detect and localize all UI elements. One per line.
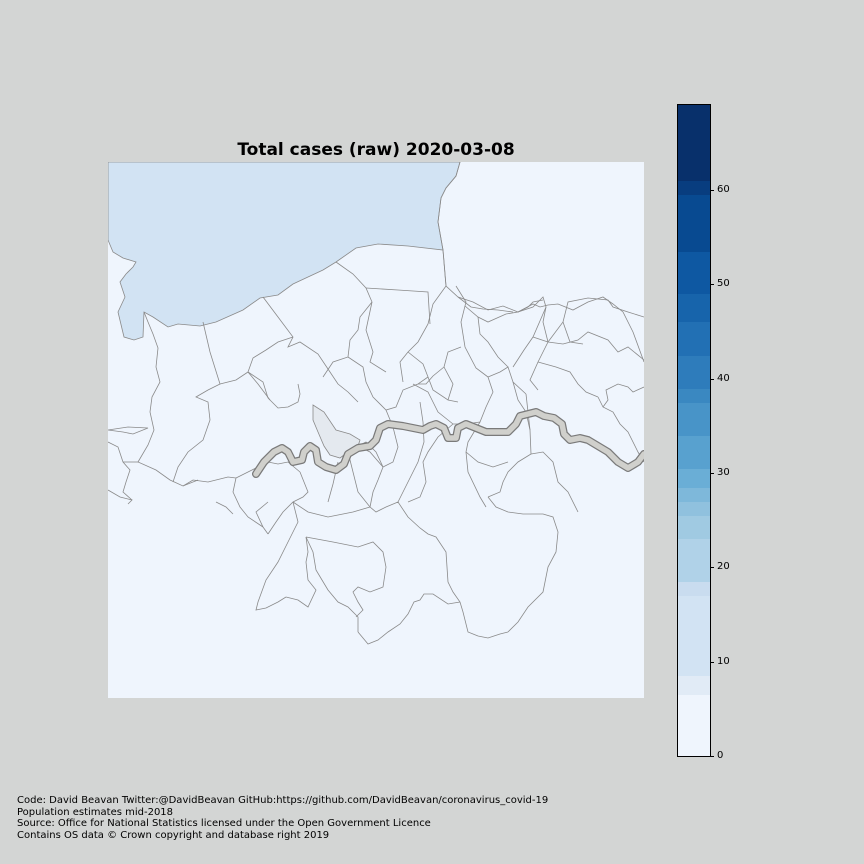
colorbar-segment [678,402,710,436]
colorbar-segment [678,105,710,144]
colorbar-segment [678,194,710,252]
river-thames [252,408,644,478]
map-title: Total cases (raw) 2020-03-08 [237,140,515,160]
colorbar-tick [710,189,714,191]
colorbar-segment [678,487,710,502]
colorbar-tick [710,378,714,380]
colorbar-segment [678,293,710,323]
borough-boundaries [108,249,644,645]
region-north-highlighted [108,162,461,341]
colorbar-tick-label: 0 [717,750,724,761]
footer-credits: Code: David Beavan Twitter:@DavidBeavan … [17,795,548,841]
map-canvas [108,162,644,645]
colorbar-segment [678,595,710,677]
colorbar-segment [678,251,710,295]
colorbar-tick [710,472,714,474]
colorbar-segment [678,694,710,756]
colorbar-segment [678,322,710,356]
colorbar-tick [710,284,714,286]
colorbar-segment [678,355,710,389]
colorbar-segment [678,581,710,597]
colorbar: 0 10 20 30 40 50 60 [677,104,737,764]
colorbar-tick [710,567,714,569]
colorbar-tick-label: 20 [717,561,730,573]
footer-source: Source: Office for National Statistics l… [17,818,431,829]
colorbar-tick [710,756,714,757]
colorbar-tick-label: 60 [717,183,730,195]
colorbar-segment [678,539,710,582]
london-borough-map [108,162,644,698]
colorbar-segment [678,388,710,403]
colorbar-segment [678,180,710,196]
footer-code-credit: Code: David Beavan Twitter:@DavidBeavan … [17,795,549,806]
region-east-boundary [437,162,644,363]
colorbar-segment [678,515,710,540]
colorbar-tick-label: 30 [717,466,730,478]
colorbar-tick-label: 40 [717,372,730,384]
colorbar-tick-label: 10 [717,655,730,667]
footer-population-note: Population estimates mid-2018 [17,806,174,818]
colorbar-gradient [677,104,711,757]
colorbar-segment [678,435,710,469]
footer-copyright: Contains OS data © Crown copyright and d… [17,829,330,841]
colorbar-segment [678,142,710,181]
colorbar-segment [678,501,710,516]
colorbar-tick [710,661,714,663]
colorbar-segment [678,468,710,488]
colorbar-segment [678,675,710,696]
colorbar-tick-label: 50 [717,278,730,290]
